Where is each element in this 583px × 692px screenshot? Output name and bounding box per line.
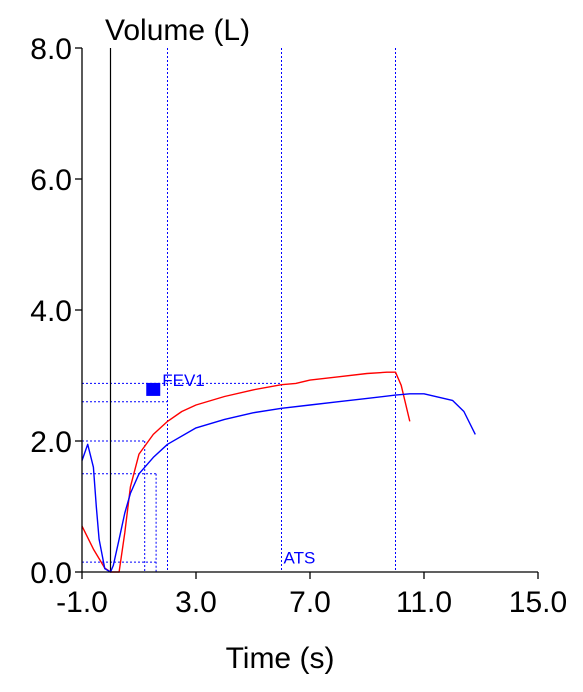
fev1-marker <box>146 382 161 396</box>
fev1-label: FEV1 <box>162 371 205 390</box>
x-tick-label: 7.0 <box>289 586 331 619</box>
y-tick-label: 2.0 <box>30 426 72 459</box>
annotations: FEV1 ATS <box>146 371 316 567</box>
y-tick-label: 6.0 <box>30 164 72 197</box>
y-tick-label: 0.0 <box>30 557 72 590</box>
series-line-1 <box>81 393 476 573</box>
x-axis-title: Time (s) <box>226 642 335 675</box>
axes <box>81 48 538 573</box>
x-tick-label: 11.0 <box>396 586 452 619</box>
x-tick-label: 3.0 <box>175 586 217 619</box>
x-tick-label: -1.0 <box>56 586 108 619</box>
reference-lines-layer <box>82 48 396 572</box>
ats-label: ATS <box>284 548 316 567</box>
ticks: 8.0 6.0 4.0 2.0 0.0-1.0 3.0 7.0 11.0 15.0 <box>30 33 567 619</box>
x-tick-label: 15.0 <box>509 586 567 619</box>
y-tick-label: 4.0 <box>30 295 72 328</box>
y-tick-label: 8.0 <box>30 33 72 66</box>
series-layer <box>81 371 476 573</box>
y-axis-title: Volume (L) <box>105 14 250 47</box>
